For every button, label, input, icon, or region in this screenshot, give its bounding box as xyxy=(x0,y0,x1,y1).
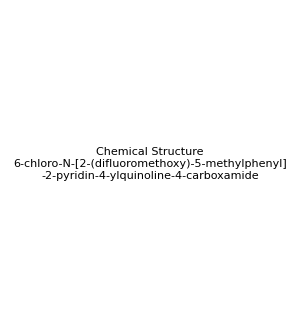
Text: Chemical Structure
6-chloro-N-[2-(difluoromethoxy)-5-methylphenyl]
-2-pyridin-4-: Chemical Structure 6-chloro-N-[2-(difluo… xyxy=(13,147,287,181)
